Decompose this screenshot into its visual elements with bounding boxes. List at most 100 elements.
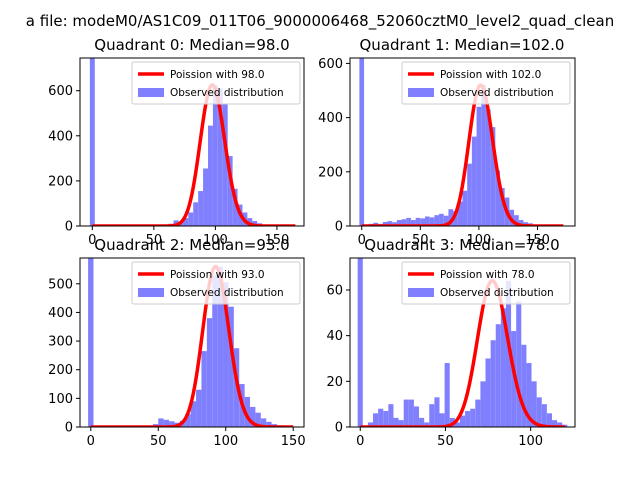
quadrant-1-title: Quadrant 1: Median=102.0 <box>360 36 565 54</box>
quadrant-3-hist-bar <box>378 408 384 427</box>
figure-title: a file: modeM0/AS1C09_011T06_9000006468_… <box>26 12 614 31</box>
quadrant-3-hist-bar <box>367 422 374 427</box>
quadrant-1-hist-bar <box>410 220 416 226</box>
quadrant-0-hist-bar <box>203 168 208 226</box>
quadrant-1-legend-model-label: Poission with 102.0 <box>440 69 541 81</box>
quadrant-2-panel: Quadrant 2: Median=93.0 0 50 100 150 0 100 200… <box>48 236 305 449</box>
quadrant-3-hist-bar <box>465 411 471 427</box>
quadrant-3-hist-bar <box>439 413 445 427</box>
quadrant-0-ytick-label: 400 <box>48 129 73 144</box>
quadrant-3-ytick-label: 0 <box>335 421 343 436</box>
quadrant-1-hist-bar <box>382 221 388 226</box>
quadrant-2-hist-bar <box>196 389 202 427</box>
quadrant-3-hist-bar <box>398 420 404 427</box>
quadrant-3-hist-bar <box>388 404 394 427</box>
quadrant-1-hist-bar <box>453 211 458 226</box>
quadrant-0-xtick-label: 100 <box>203 233 228 248</box>
quadrant-1-legend: Poission with 102.0 Observed distributio… <box>401 61 571 105</box>
quadrant-3-hist-bar <box>403 399 409 427</box>
quadrant-3-hist-bar <box>546 413 552 427</box>
quadrant-2-hist-bar <box>244 396 251 427</box>
quadrant-0-hist-bar <box>198 191 204 226</box>
quadrant-0-legend-hist-swatch <box>138 88 164 97</box>
quadrant-2-hist-bar <box>212 275 218 427</box>
quadrant-3-hist-bar <box>424 422 430 427</box>
quadrant-3-legend-hist-swatch <box>408 288 434 297</box>
quadrant-3-hist-bar <box>454 422 460 427</box>
quadrant-3-panel: Quadrant 3: Median=78.0 0 50 100 0 20 40 60 Po… <box>326 236 576 449</box>
quadrant-2-hist-bar <box>223 282 229 427</box>
quadrant-2-ytick-label: 100 <box>48 392 73 407</box>
quadrant-3-hist-bar <box>357 258 363 427</box>
quadrant-3-hist-bar <box>444 363 450 427</box>
quadrant-2-hist-bar <box>250 406 256 427</box>
quadrant-0-hist-bar <box>208 125 213 226</box>
quadrant-3-axes-frame <box>349 257 576 428</box>
quadrant-3-hist-bar <box>459 415 466 427</box>
quadrant-3-hist-bar <box>516 301 522 427</box>
quadrant-1-hist-bar <box>490 127 496 226</box>
quadrant-3-hist-bar <box>393 417 399 427</box>
quadrant-3-hist-bar <box>373 413 379 427</box>
quadrant-2-ytick-label: 500 <box>48 277 73 292</box>
quadrant-0-legend: Poission with 98.0 Observed distribution <box>131 61 301 105</box>
quadrant-1-hist-bar <box>387 221 393 226</box>
quadrant-1-hist-bar <box>462 190 468 226</box>
quadrant-3-hist-bar <box>541 404 547 427</box>
quadrant-0-panel: Quadrant 0: Median=98.0 0 50 100 150 0 200 400… <box>48 36 305 248</box>
quadrant-0-hist-bar <box>217 88 223 226</box>
quadrant-2-ytick-label: 300 <box>48 335 73 350</box>
quadrant-1-hist-bar <box>429 217 435 226</box>
quadrant-0-hist-bar <box>252 221 258 226</box>
quadrant-2-hist-bar <box>169 421 175 427</box>
quadrant-1-hist-bar <box>457 201 463 226</box>
quadrant-2-hist-bar <box>163 419 170 427</box>
quadrant-2-legend-model-label: Poission with 93.0 <box>170 269 265 281</box>
quadrant-2-ytick-label: 0 <box>65 421 73 436</box>
quadrant-1-hist-bar <box>518 220 524 226</box>
quadrant-2-legend-hist-label: Observed distribution <box>170 287 284 299</box>
quadrant-0-ytick-label: 200 <box>48 174 73 189</box>
quadrant-0-hist-bar <box>232 188 238 226</box>
quadrant-2-hist-bar <box>217 266 224 427</box>
quadrant-2-hist-bar <box>228 306 234 427</box>
quadrant-3-legend-model-label: Poission with 78.0 <box>440 269 535 281</box>
quadrant-0-xtick-label: 0 <box>88 233 96 248</box>
quadrant-0-hist-bar <box>227 156 233 226</box>
quadrant-1-hist-bar <box>415 217 421 226</box>
quadrant-2-ytick-label: 200 <box>48 363 73 378</box>
quadrant-1-hist-bar <box>439 213 444 226</box>
quadrant-1-hist-bar <box>359 58 365 226</box>
quadrant-0-legend-hist-label: Observed distribution <box>170 87 284 99</box>
quadrant-1-axes-frame <box>349 57 576 227</box>
quadrant-3-hist-bar <box>490 340 496 427</box>
quadrant-3-hist-bar <box>419 417 425 427</box>
quadrant-2-xtick-label: 150 <box>281 434 306 449</box>
quadrant-3-hist-bar <box>485 358 491 427</box>
quadrant-0-legend-model-label: Poission with 98.0 <box>170 69 265 81</box>
quadrant-3-hist-bar <box>475 399 481 427</box>
quadrant-3-legend: Poission with 78.0 Observed distribution <box>401 261 571 305</box>
quadrant-3-hist-bar <box>526 363 532 427</box>
quadrant-3-marks <box>357 258 568 427</box>
quadrant-0-ytick-label: 600 <box>48 84 73 99</box>
quadrant-2-hist-bar <box>260 418 267 427</box>
quadrant-2-legend-frame <box>131 261 301 305</box>
quadrant-1-xtick-label: 100 <box>466 233 491 248</box>
quadrant-3-hist-bar <box>557 422 563 427</box>
quadrant-1-hist-bar <box>406 217 411 226</box>
quadrant-0-hist-bar <box>89 58 95 226</box>
quadrant-2-poisson-line <box>90 264 294 427</box>
quadrant-2-title: Quadrant 2: Median=93.0 <box>94 236 289 254</box>
quadrant-3-hist-bar <box>562 424 568 427</box>
quadrant-3-hist-bar <box>511 331 517 427</box>
quadrant-0-hist-bar <box>183 218 189 226</box>
quadrant-1-hist-bar <box>401 219 407 226</box>
quadrant-0-hist-bar <box>212 85 218 226</box>
quadrant-1-panel: Quadrant 1: Median=102.0 0 50 100 150 0 200 40… <box>318 36 576 248</box>
quadrant-3-legend-hist-label: Observed distribution <box>440 287 554 299</box>
quadrant-3-poisson-line <box>360 279 565 427</box>
quadrant-0-xtick-label: 150 <box>265 233 290 248</box>
quadrant-3-legend-frame <box>401 261 571 305</box>
